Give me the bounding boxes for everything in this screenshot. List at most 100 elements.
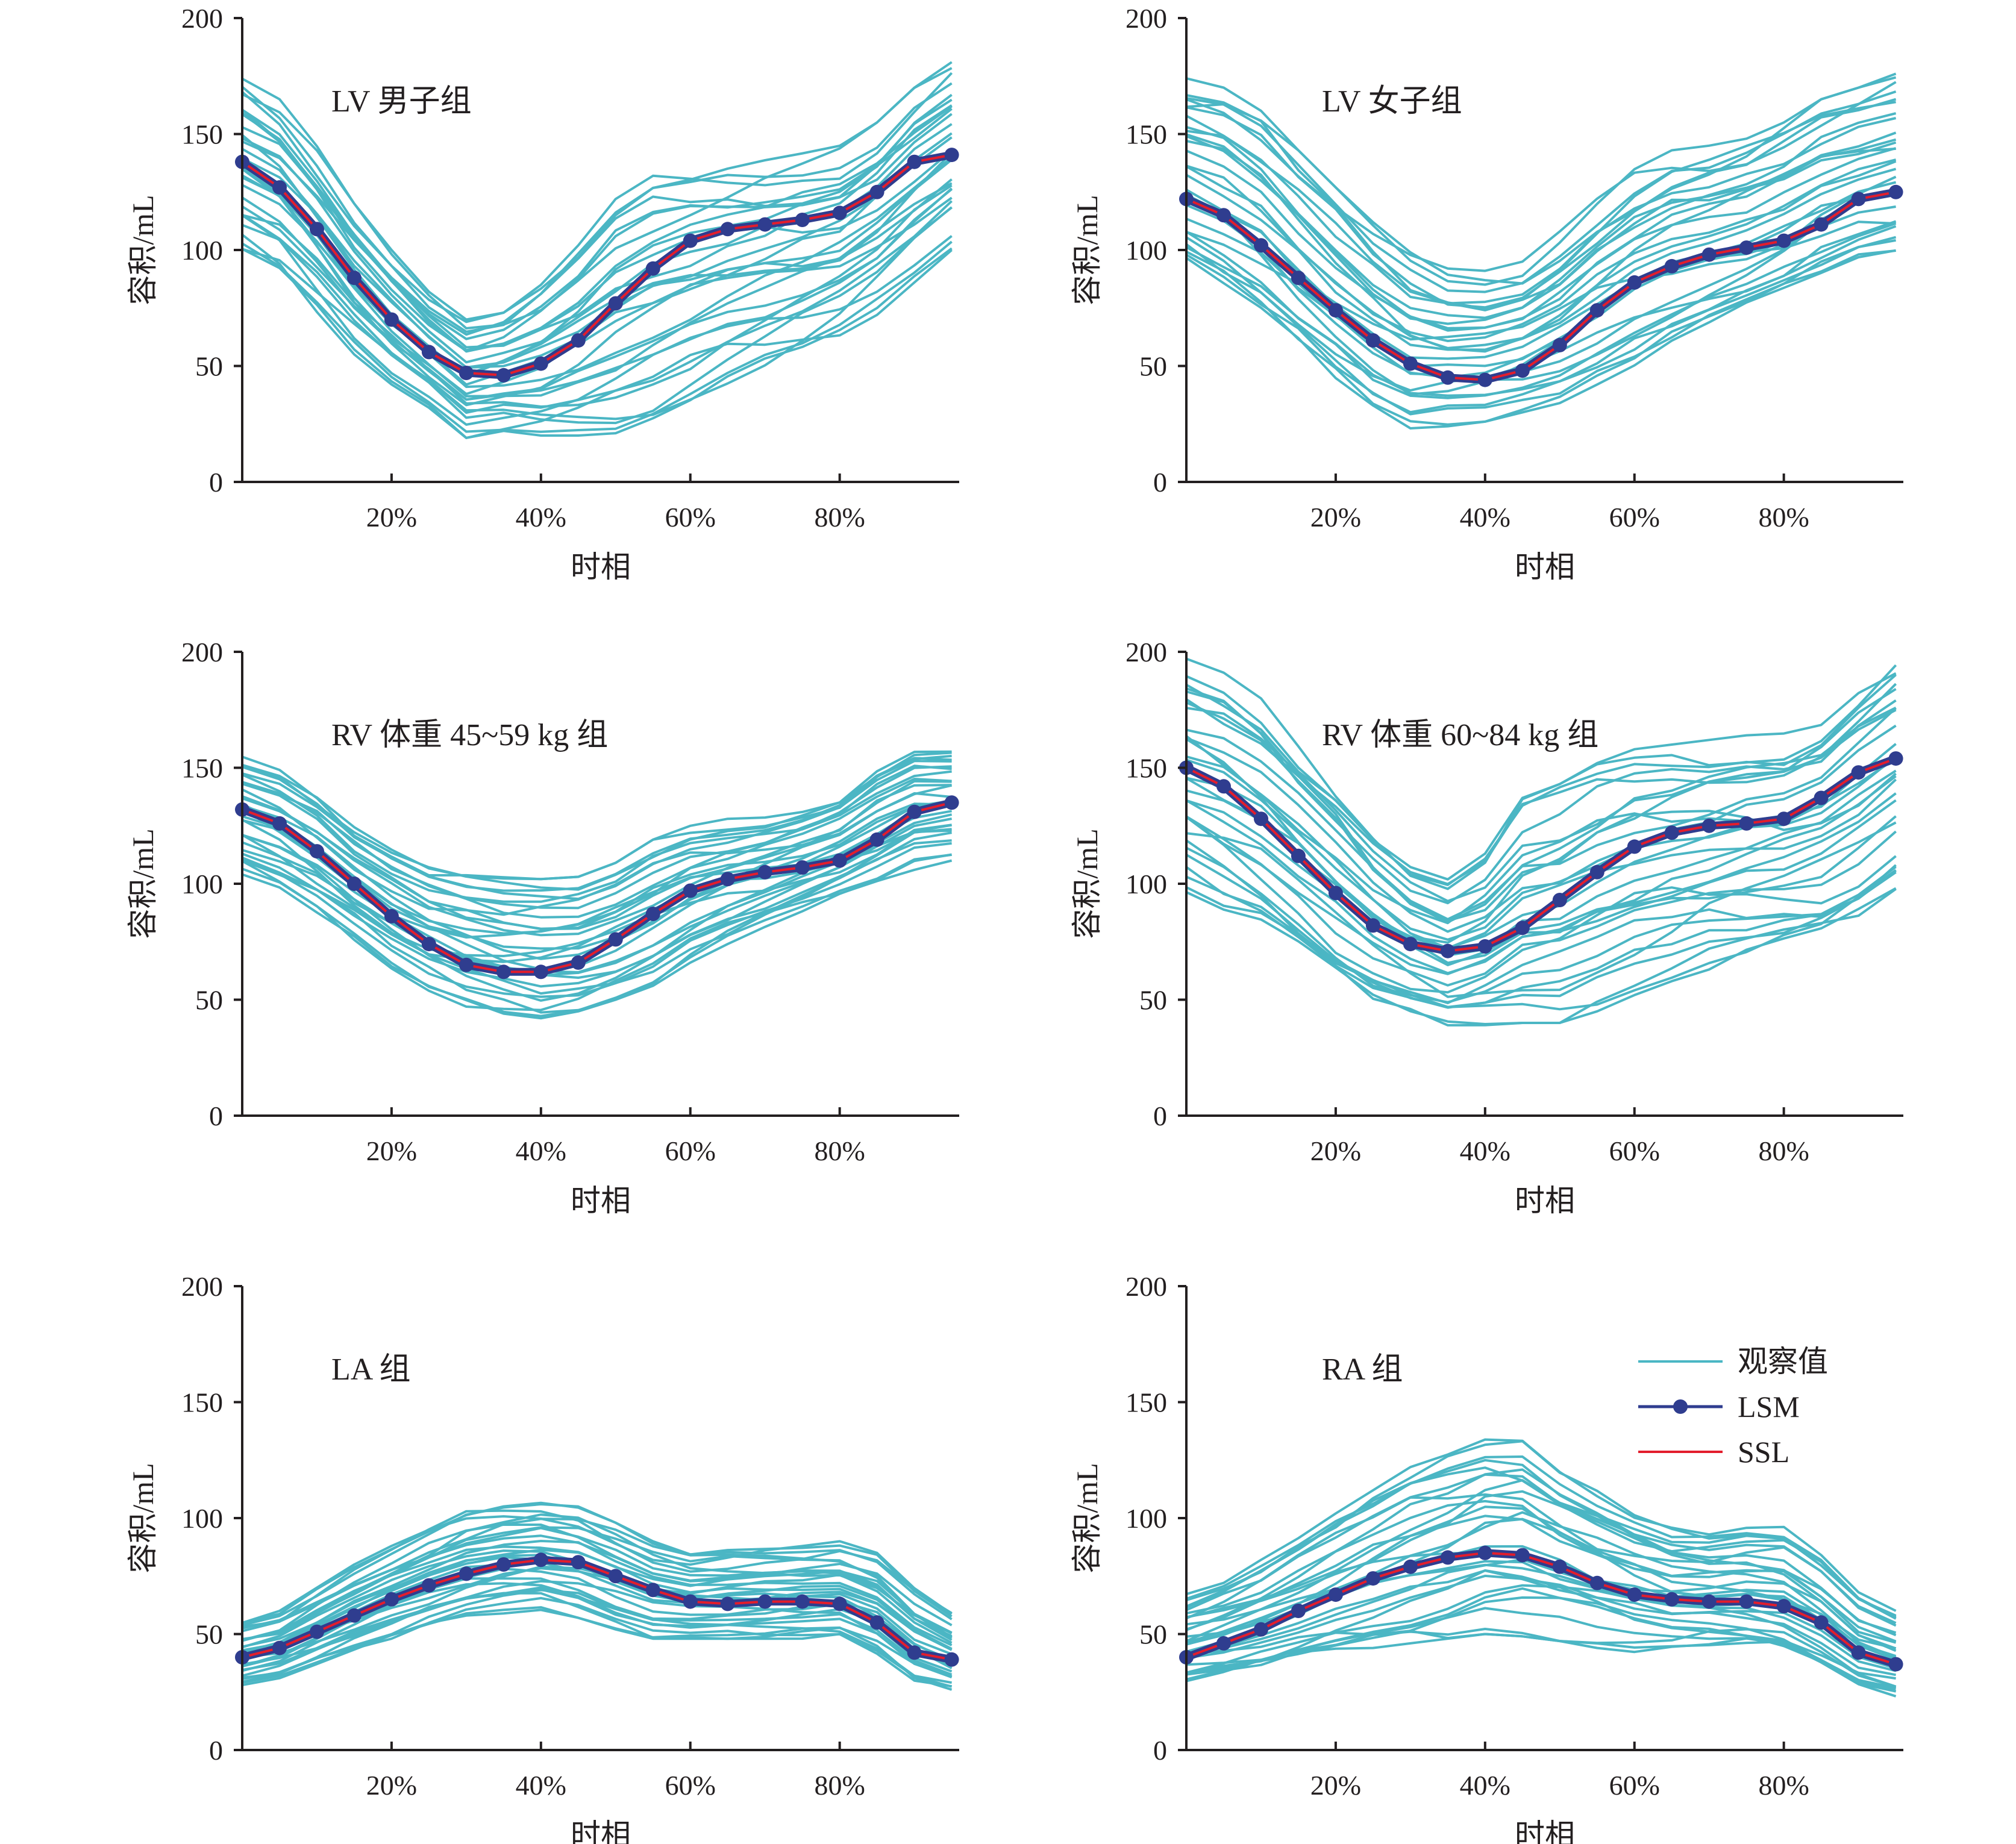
lsm-point bbox=[346, 270, 362, 286]
lsm-point bbox=[1851, 765, 1866, 780]
y-tick-label: 50 bbox=[1139, 1619, 1167, 1650]
lsm-point bbox=[1888, 184, 1903, 199]
panel-title: RV 体重 60~84 kg 组 bbox=[1322, 718, 1598, 752]
y-tick-label: 150 bbox=[181, 119, 223, 150]
y-tick-label: 100 bbox=[1125, 1503, 1167, 1534]
lsm-point bbox=[944, 1652, 959, 1667]
panel-1: 0 50 100 150 200 20% 40% 60% 80% 时相 容积/mL LV 男子组 bbox=[126, 3, 959, 584]
y-tick-label: 200 bbox=[1125, 3, 1167, 34]
lsm-point bbox=[1701, 1594, 1717, 1609]
x-tick-label: 40% bbox=[1460, 502, 1510, 533]
lsm-point bbox=[1254, 811, 1268, 827]
x-axis-title: 时相 bbox=[1515, 1184, 1575, 1217]
x-tick-label: 60% bbox=[1609, 1136, 1660, 1166]
lsm-point bbox=[1365, 918, 1380, 933]
lsm-point bbox=[1216, 208, 1231, 223]
y-tick-label: 100 bbox=[181, 1503, 223, 1534]
observed-line bbox=[1186, 167, 1897, 351]
panel-3: 0 50 100 150 200 20% 40% 60% 80% 时相 容积/mL RV 体重 45~… bbox=[126, 637, 959, 1217]
observed-line bbox=[242, 778, 952, 930]
observed-line bbox=[1186, 76, 1897, 286]
lsm-point bbox=[1365, 1571, 1380, 1586]
x-tick-label: 40% bbox=[1460, 1770, 1510, 1801]
lsm-point bbox=[384, 312, 399, 327]
x-axis-title: 时相 bbox=[1515, 550, 1575, 584]
lsm-point bbox=[421, 1578, 436, 1593]
lsm-point bbox=[1739, 240, 1754, 255]
y-tick-label: 0 bbox=[1153, 1735, 1167, 1766]
observed-line bbox=[242, 842, 952, 998]
axes: 0 50 100 150 200 20% 40% 60% 80% bbox=[181, 637, 959, 1166]
lsm-point bbox=[310, 1624, 324, 1639]
lsm-point bbox=[608, 296, 623, 311]
observed-line bbox=[242, 799, 952, 935]
lsm-point bbox=[1216, 779, 1231, 794]
y-tick-label: 50 bbox=[195, 985, 223, 1016]
lsm-point bbox=[272, 180, 287, 195]
observed-line bbox=[1186, 674, 1897, 886]
lsm-point bbox=[1515, 920, 1530, 936]
observed-line bbox=[1185, 236, 1897, 414]
lsm-point bbox=[1851, 1645, 1866, 1660]
lsm-point bbox=[869, 1615, 884, 1630]
lsm-point bbox=[1477, 939, 1492, 954]
observed-line bbox=[1186, 657, 1897, 890]
lsm-point bbox=[757, 864, 772, 880]
lsm-point bbox=[1664, 1592, 1679, 1607]
observed-line bbox=[1186, 1468, 1897, 1634]
observed-line bbox=[242, 1596, 952, 1688]
observed-line bbox=[1186, 1596, 1897, 1693]
observed-line bbox=[1185, 799, 1897, 975]
observed-curves bbox=[1186, 1438, 1897, 1698]
observed-line bbox=[1186, 724, 1897, 933]
lsm-point bbox=[832, 205, 847, 220]
lsm-point bbox=[795, 860, 810, 875]
lsm-point bbox=[384, 908, 399, 924]
lsm-point bbox=[1627, 839, 1642, 854]
y-axis-title: 容积/mL bbox=[126, 195, 160, 305]
y-tick-label: 100 bbox=[181, 869, 223, 899]
observed-line bbox=[1186, 195, 1896, 396]
lsm-point bbox=[1403, 1559, 1418, 1574]
lsm-point bbox=[1254, 1622, 1268, 1637]
observed-line bbox=[242, 1589, 952, 1684]
x-axis-title: 时相 bbox=[571, 550, 631, 584]
lsm-point bbox=[1552, 1559, 1567, 1574]
y-tick-label: 0 bbox=[209, 1735, 223, 1766]
lsm-point bbox=[1552, 893, 1567, 907]
lsm-point bbox=[757, 217, 772, 232]
observed-line bbox=[242, 770, 952, 903]
axes: 0 50 100 150 200 20% 40% 60% 80% bbox=[1125, 1271, 1903, 1801]
y-tick-label: 50 bbox=[1139, 351, 1167, 382]
lsm-point bbox=[1814, 1615, 1829, 1630]
y-tick-label: 150 bbox=[181, 753, 223, 784]
panel-title: LA 组 bbox=[331, 1352, 410, 1387]
x-tick-label: 20% bbox=[366, 502, 417, 533]
lsm-point bbox=[1701, 247, 1717, 262]
lsm-point bbox=[346, 1608, 362, 1623]
lsm-point bbox=[1365, 333, 1380, 348]
lsm-point bbox=[571, 1555, 586, 1570]
observed-line bbox=[1185, 839, 1897, 1004]
observed-line bbox=[1186, 688, 1897, 902]
lsm-point bbox=[683, 1594, 698, 1609]
observed-line bbox=[1185, 777, 1897, 949]
observed-line bbox=[242, 780, 952, 931]
lsm-point bbox=[1701, 818, 1717, 833]
observed-line bbox=[1186, 792, 1897, 966]
observed-line bbox=[242, 1582, 953, 1672]
observed-line bbox=[1186, 1473, 1897, 1627]
y-axis-title: 容积/mL bbox=[126, 828, 160, 939]
lsm-point bbox=[608, 1569, 623, 1584]
x-tick-label: 60% bbox=[665, 1136, 716, 1166]
lsm-point bbox=[795, 213, 810, 227]
observed-line bbox=[242, 206, 953, 425]
lsm-point bbox=[907, 804, 922, 819]
lsm-point bbox=[608, 932, 623, 947]
lsm-point bbox=[1515, 1548, 1530, 1563]
y-tick-label: 50 bbox=[195, 351, 223, 382]
y-tick-label: 200 bbox=[181, 1271, 223, 1302]
axes: 0 50 100 150 200 20% 40% 60% 80% bbox=[1125, 637, 1903, 1166]
legend-item: 观察值 bbox=[1638, 1345, 1828, 1378]
observed-line bbox=[1186, 90, 1897, 293]
